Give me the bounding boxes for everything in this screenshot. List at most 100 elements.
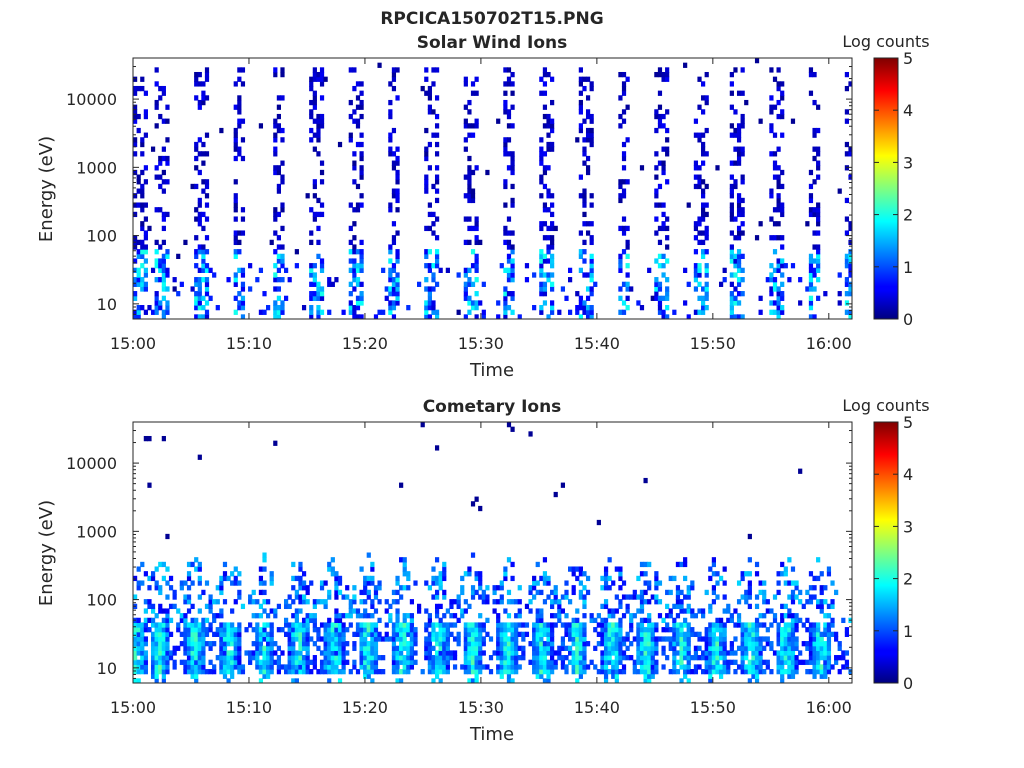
heatmap-cell: [219, 650, 224, 656]
heatmap-cell: [355, 141, 361, 148]
heatmap-cell: [269, 641, 274, 647]
heatmap-cell: [194, 645, 199, 651]
heatmap-cell: [359, 239, 364, 246]
heatmap-cell: [747, 659, 752, 665]
heatmap-cell: [535, 580, 540, 586]
heatmap-cell: [657, 123, 663, 129]
heatmap-cell: [133, 650, 138, 656]
heatmap-cell: [564, 669, 569, 675]
heatmap-cell: [787, 580, 792, 586]
heatmap-cell: [585, 165, 591, 171]
heatmap-cell: [467, 566, 472, 572]
heatmap-cell: [704, 211, 709, 218]
heatmap-cell: [740, 669, 745, 675]
heatmap-cell: [683, 62, 688, 68]
heatmap-cell: [589, 221, 594, 227]
heatmap-cell: [550, 286, 555, 292]
heatmap-cell: [309, 99, 314, 106]
heatmap-cell: [442, 655, 447, 661]
heatmap-cell: [571, 655, 576, 661]
heatmap-cell: [729, 90, 734, 96]
heatmap-cell: [744, 594, 749, 600]
heatmap-cell: [780, 258, 785, 264]
heatmap-cell: [165, 627, 170, 633]
heatmap-cell: [776, 197, 781, 204]
heatmap-cell: [510, 272, 515, 278]
heatmap-cell: [161, 281, 166, 287]
heatmap-cell: [226, 622, 231, 628]
x-tick-label: 15:10: [226, 334, 272, 353]
heatmap-cell: [765, 641, 770, 647]
heatmap-cell: [621, 71, 627, 78]
heatmap-cell: [233, 104, 238, 110]
heatmap-cell: [844, 659, 850, 665]
heatmap-cell: [273, 216, 278, 222]
heatmap-cell: [762, 589, 767, 596]
heatmap-cell: [668, 636, 673, 642]
heatmap-cell: [812, 664, 817, 670]
heatmap-cell: [550, 305, 555, 311]
heatmap-cell: [204, 67, 210, 73]
heatmap-cell: [679, 622, 684, 628]
heatmap-cell: [808, 169, 814, 176]
heatmap-cell: [546, 594, 551, 600]
heatmap-cell: [434, 165, 440, 171]
heatmap-cell: [787, 277, 792, 283]
heatmap-cell: [330, 669, 335, 675]
heatmap-cell: [179, 613, 184, 619]
heatmap-cell: [467, 216, 472, 222]
heatmap-cell: [237, 631, 242, 637]
heatmap-cell: [233, 636, 238, 642]
heatmap-cell: [330, 557, 335, 563]
heatmap-cell: [736, 146, 742, 152]
heatmap-cell: [388, 613, 393, 619]
heatmap-cell: [542, 641, 548, 647]
heatmap-cell: [312, 599, 317, 605]
heatmap-cell: [150, 673, 156, 679]
heatmap-cell: [424, 300, 429, 306]
heatmap-cell: [585, 155, 591, 162]
heatmap-cell: [532, 669, 537, 675]
heatmap-cell: [668, 645, 673, 651]
heatmap-cell: [485, 594, 490, 600]
heatmap-cell: [503, 202, 508, 208]
heatmap-cell: [165, 664, 170, 670]
heatmap-cell: [560, 645, 566, 651]
heatmap-cell: [740, 645, 745, 651]
heatmap-cell: [154, 655, 159, 661]
heatmap-cell: [747, 533, 752, 540]
x-tick-label: 15:30: [458, 698, 504, 717]
heatmap-cell: [273, 659, 278, 665]
heatmap-cell: [158, 659, 163, 665]
heatmap-cell: [456, 641, 461, 647]
heatmap-cell: [467, 225, 472, 232]
heatmap-cell: [780, 272, 785, 278]
heatmap-cell: [197, 211, 202, 218]
heatmap-cell: [301, 571, 307, 577]
heatmap-cell: [474, 669, 479, 675]
heatmap-cell: [273, 230, 278, 236]
heatmap-cell: [266, 673, 271, 679]
heatmap-cell: [273, 67, 278, 73]
heatmap-cell: [312, 118, 317, 124]
heatmap-cell: [816, 249, 821, 255]
heatmap-cell: [711, 636, 716, 642]
heatmap-cell: [618, 183, 623, 190]
heatmap-cell: [161, 267, 166, 273]
heatmap-cell: [575, 617, 580, 624]
heatmap-cell: [363, 580, 368, 586]
heatmap-cell: [736, 291, 742, 297]
heatmap-cell: [557, 603, 562, 610]
heatmap-cell: [754, 631, 760, 637]
heatmap-cell: [269, 650, 274, 656]
heatmap-cell: [161, 211, 166, 218]
heatmap-cell: [172, 277, 177, 283]
heatmap-cell: [474, 277, 479, 283]
heatmap-cell: [431, 627, 436, 633]
heatmap-cell: [273, 207, 278, 213]
heatmap-cell: [334, 655, 339, 661]
heatmap-cell: [647, 617, 652, 624]
heatmap-cell: [542, 622, 548, 628]
heatmap-cell: [150, 608, 156, 614]
heatmap-cell: [701, 655, 706, 661]
